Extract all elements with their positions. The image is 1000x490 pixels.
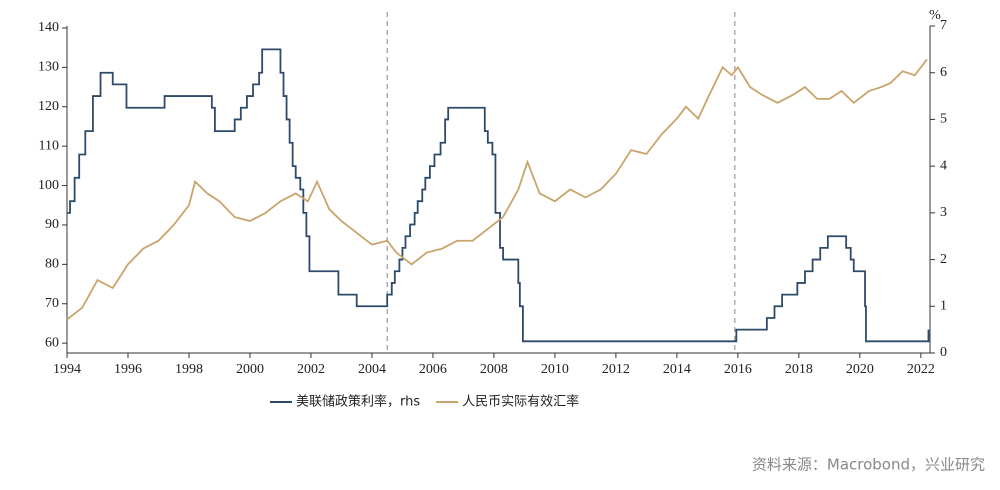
y-tick-label: 130	[38, 60, 59, 75]
y-tick-label: 80	[45, 257, 59, 272]
y-tick-label: 140	[38, 20, 59, 35]
x-tick-label: 2020	[846, 362, 874, 377]
x-tick-label: 2004	[358, 362, 386, 377]
x-tick-label: 2002	[297, 362, 325, 377]
y-tick-label: 110	[39, 138, 59, 153]
y2-axis-label: %	[929, 8, 941, 23]
y2-tick-label: 2	[940, 252, 947, 267]
x-tick-label: 1998	[175, 362, 203, 377]
y-tick-label: 60	[45, 335, 59, 350]
y2-tick-label: 1	[940, 299, 947, 314]
y2-tick-label: 6	[940, 65, 947, 80]
x-tick-label: 2006	[419, 362, 447, 377]
y2-tick-label: 5	[940, 112, 947, 127]
y2-tick-label: 0	[940, 345, 947, 360]
y2-tick-label: 3	[940, 205, 947, 220]
y2-tick-label: 4	[940, 158, 947, 173]
x-tick-label: 2012	[602, 362, 630, 377]
legend-label: 人民币实际有效汇率	[462, 394, 579, 410]
y-tick-label: 90	[45, 217, 59, 232]
y-tick-label: 120	[38, 99, 59, 114]
series-line	[66, 58, 928, 321]
y-tick-label: 100	[38, 178, 59, 193]
x-tick-label: 2014	[663, 362, 691, 377]
y-tick-label: 70	[45, 296, 59, 311]
series-line	[67, 48, 930, 343]
y2-tick-label: 7	[940, 18, 947, 33]
x-tick-label: 1996	[114, 362, 142, 377]
x-tick-label: 2000	[236, 362, 264, 377]
x-tick-label: 2022	[907, 362, 935, 377]
x-tick-label: 2008	[480, 362, 508, 377]
x-tick-label: 2010	[541, 362, 569, 377]
x-tick-label: 2016	[724, 362, 752, 377]
source: 资料来源：Macrobond，兴业研究	[752, 456, 985, 474]
x-tick-label: 2018	[785, 362, 813, 377]
x-tick-label: 1994	[53, 362, 81, 377]
legend-label: 美联储政策利率，rhs	[296, 394, 420, 410]
